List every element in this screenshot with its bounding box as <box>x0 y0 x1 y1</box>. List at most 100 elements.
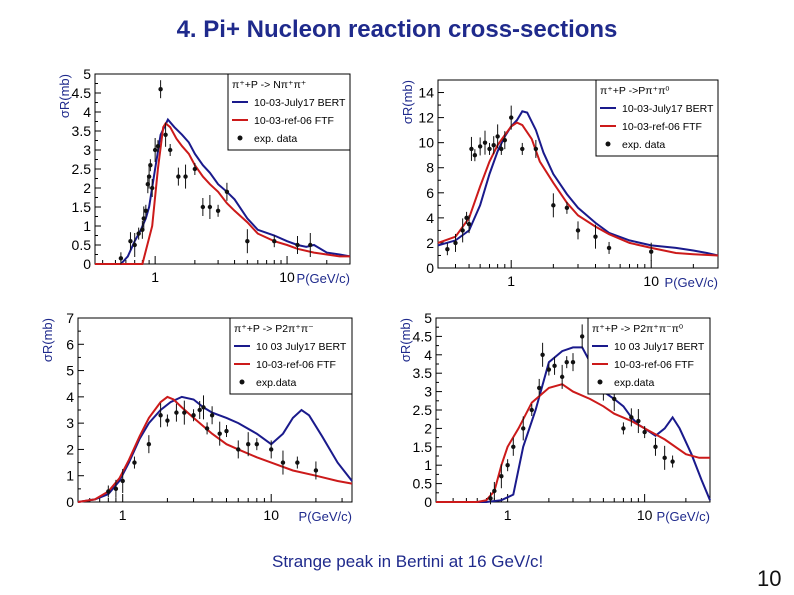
data-point <box>662 445 667 470</box>
data-marker <box>502 137 507 143</box>
data-point <box>148 159 153 172</box>
data-marker <box>564 205 570 211</box>
data-marker <box>150 185 155 191</box>
data-point <box>551 193 556 218</box>
data-marker <box>505 463 510 468</box>
data-marker <box>163 132 168 137</box>
y-axis-label: σR(mb) <box>40 318 55 362</box>
data-point <box>167 144 173 156</box>
data-point <box>132 456 137 469</box>
data-marker <box>551 203 556 208</box>
y-axis-label: σR(mb) <box>400 80 415 124</box>
data-marker <box>197 407 202 413</box>
data-marker <box>491 142 496 148</box>
data-marker <box>487 146 492 152</box>
data-marker <box>492 488 497 494</box>
data-point <box>269 440 274 459</box>
data-marker <box>499 146 504 152</box>
data-point <box>245 229 250 254</box>
legend: π⁺+P -> P2π⁺π⁻π⁰ 10 03 July17 BERT 10-03-r… <box>587 317 711 395</box>
legend-entry: 10-03-ref-06 FTF <box>254 115 334 127</box>
data-marker <box>509 115 514 120</box>
y-tick-label: 1.5 <box>413 439 433 455</box>
data-marker <box>146 441 152 447</box>
data-point <box>191 409 196 422</box>
legend-entry: exp.data <box>614 377 654 389</box>
y-tick-label: 2 <box>66 441 74 457</box>
data-point <box>201 395 206 420</box>
x-axis-label: P(GeV/c) <box>297 271 350 286</box>
data-marker <box>472 153 478 158</box>
legend-box <box>587 317 711 395</box>
slide-title: 4. Pi+ Nucleon reaction cross-sections <box>176 16 618 43</box>
legend: π⁺+P -> P2π⁺π⁻ 10 03 July17 BERT 10-03-ref… <box>229 317 353 395</box>
legend-box <box>229 317 353 395</box>
data-marker <box>207 204 213 210</box>
data-point <box>529 404 534 416</box>
data-point <box>295 236 300 254</box>
data-marker <box>272 239 277 244</box>
data-marker <box>191 413 196 418</box>
data-point <box>295 456 300 469</box>
y-tick-label: 3 <box>66 415 74 431</box>
data-point <box>653 437 658 456</box>
data-marker <box>460 228 465 233</box>
data-point <box>469 136 474 161</box>
y-axis-label: σR(mb) <box>57 74 72 118</box>
page-number: 10 <box>757 566 782 591</box>
data-point <box>520 142 525 155</box>
data-marker <box>106 489 111 494</box>
data-point <box>505 459 510 472</box>
data-point <box>308 233 313 257</box>
data-point <box>236 440 241 459</box>
data-point <box>466 215 472 234</box>
data-marker <box>113 486 119 492</box>
x-tick-label: 10 <box>263 507 279 523</box>
data-point <box>152 138 158 162</box>
legend-entry: exp.data <box>256 377 296 389</box>
y-tick-label: 0.5 <box>72 237 92 253</box>
data-marker <box>642 429 647 435</box>
data-marker <box>280 460 286 465</box>
y-tick-label: 2.5 <box>413 402 433 418</box>
data-marker <box>201 405 206 410</box>
data-point <box>649 242 654 261</box>
data-marker <box>308 242 313 248</box>
data-marker <box>453 240 458 246</box>
chart-panel-2: 0 2 4 6 8 10 12 14 1 10 P(GeV/c) σR(mb) π⁺+P ->Pπ⁺π⁰… <box>400 79 719 290</box>
data-marker <box>182 410 187 415</box>
y-tick-label: 4.5 <box>413 328 433 344</box>
data-marker <box>246 441 251 447</box>
data-marker <box>269 447 274 452</box>
data-marker <box>120 478 125 484</box>
y-tick-label: 0 <box>426 260 434 276</box>
data-marker <box>136 231 141 236</box>
x-tick-label: 10 <box>643 273 659 289</box>
y-tick-label: 5 <box>83 66 91 82</box>
data-marker <box>313 468 319 473</box>
legend-swatch-data <box>597 379 603 385</box>
data-marker <box>612 396 617 402</box>
y-tick-label: 0 <box>83 256 91 272</box>
data-marker <box>215 208 221 213</box>
data-marker <box>621 426 626 431</box>
data-point <box>453 233 458 252</box>
data-marker <box>254 441 260 447</box>
data-marker <box>183 174 188 179</box>
legend-entry: exp. data <box>622 139 665 151</box>
data-marker <box>533 146 539 152</box>
data-point <box>143 204 149 217</box>
legend-entry: π⁺+P ->Pπ⁺π⁰ <box>600 85 670 97</box>
data-point <box>499 464 504 489</box>
data-point <box>472 149 478 162</box>
chart-panel-3: 0 1 2 3 4 5 6 7 1 10 P(GeV/c) σR(mb) π⁺+P -> P2π⁺π⁻ 1… <box>40 310 353 524</box>
data-point <box>492 481 497 500</box>
data-marker <box>148 163 153 168</box>
data-marker <box>200 204 206 210</box>
x-tick-label: 1 <box>119 507 127 523</box>
data-marker <box>146 174 152 179</box>
data-marker <box>469 146 474 152</box>
legend-entry: 10-03-July17 BERT <box>622 103 714 115</box>
data-point <box>533 139 539 158</box>
data-marker <box>540 352 545 357</box>
